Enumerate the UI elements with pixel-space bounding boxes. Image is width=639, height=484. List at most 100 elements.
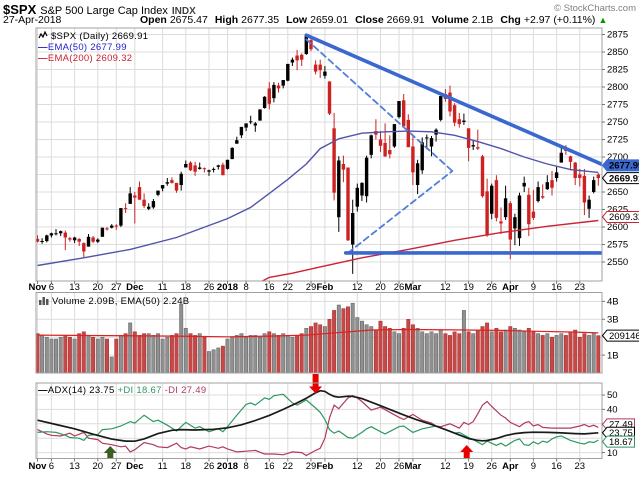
trendline-triangle-lower-dashed xyxy=(347,170,454,254)
svg-text:12: 12 xyxy=(352,282,363,293)
stockcharts-copyright: © StockCharts.com xyxy=(554,3,636,14)
volume-bars xyxy=(36,302,601,373)
svg-text:8: 8 xyxy=(243,282,248,293)
svg-text:2018: 2018 xyxy=(217,282,238,293)
signal-arrow-di-sell-cross xyxy=(460,445,474,459)
svg-text:Dec: Dec xyxy=(126,461,143,472)
svg-text:2018: 2018 xyxy=(217,461,238,472)
svg-text:26: 26 xyxy=(394,282,405,293)
svg-text:Apr: Apr xyxy=(502,461,519,472)
chg-value: +2.97 (+0.11%) xyxy=(523,14,596,26)
svg-text:12: 12 xyxy=(440,461,451,472)
price-legend: $SPX (Daily) 2669.91 xyxy=(38,30,148,42)
chg-label: Chg xyxy=(500,14,521,26)
svg-text:18: 18 xyxy=(181,461,192,472)
candlesticks xyxy=(36,35,600,274)
svg-text:23.75: 23.75 xyxy=(609,428,633,439)
svg-text:27: 27 xyxy=(111,282,122,293)
svg-text:Mar: Mar xyxy=(404,461,421,472)
svg-text:1B: 1B xyxy=(607,350,619,361)
svg-text:20: 20 xyxy=(93,461,104,472)
svg-text:22: 22 xyxy=(283,461,294,472)
histogram-icon xyxy=(39,297,49,305)
svg-text:16: 16 xyxy=(551,461,562,472)
svg-text:23: 23 xyxy=(575,282,586,293)
svg-text:8: 8 xyxy=(243,461,248,472)
svg-text:2875: 2875 xyxy=(607,30,628,41)
svg-text:18: 18 xyxy=(181,282,192,293)
svg-text:11: 11 xyxy=(158,461,168,472)
svg-text:2669.91: 2669.91 xyxy=(609,173,639,184)
svg-text:29: 29 xyxy=(306,461,317,472)
trendline-triangle-upper-dashed xyxy=(305,38,454,172)
svg-text:2677.99: 2677.99 xyxy=(609,161,639,172)
svg-text:6: 6 xyxy=(49,282,54,293)
svg-text:9: 9 xyxy=(531,282,536,293)
svg-text:2825: 2825 xyxy=(607,65,628,76)
ema50-legend: —EMA(50) 2677.99 xyxy=(38,42,127,53)
close-value: 2669.91 xyxy=(386,14,425,26)
volume-legend-label: Volume 2.09B, EMA(50) 2.24B xyxy=(51,296,190,307)
svg-text:40: 40 xyxy=(607,405,618,416)
svg-text:29: 29 xyxy=(306,282,317,293)
svg-text:12: 12 xyxy=(440,282,451,293)
svg-text:Feb: Feb xyxy=(316,461,333,472)
svg-text:50: 50 xyxy=(607,390,618,401)
svg-text:2550: 2550 xyxy=(607,257,628,268)
trendline-descending-resistance xyxy=(304,33,602,167)
svg-text:20: 20 xyxy=(93,282,104,293)
minus-di-legend-label: -DI 27.49 xyxy=(164,385,207,396)
svg-text:20: 20 xyxy=(375,461,386,472)
adx-line-swatch: — xyxy=(38,385,48,396)
ema50-legend-label: EMA(50) 2677.99 xyxy=(47,42,127,53)
high-label: High xyxy=(214,14,239,26)
svg-text:2775: 2775 xyxy=(607,100,628,111)
svg-text:9: 9 xyxy=(531,461,536,472)
low-label: Low xyxy=(286,14,308,26)
ema200-legend-label: EMA(200) 2609.32 xyxy=(47,53,133,64)
svg-text:Feb: Feb xyxy=(316,282,333,293)
up-triangle-icon: ▲ xyxy=(598,15,608,25)
svg-text:26: 26 xyxy=(486,282,497,293)
svg-text:12: 12 xyxy=(352,461,363,472)
signal-arrow-adx-sell-signal xyxy=(309,374,323,394)
svg-text:13: 13 xyxy=(69,282,80,293)
svg-text:Mar: Mar xyxy=(404,282,421,293)
svg-text:6: 6 xyxy=(49,461,54,472)
svg-text:2850: 2850 xyxy=(607,47,628,58)
svg-text:16: 16 xyxy=(551,282,562,293)
svg-text:2625: 2625 xyxy=(607,205,628,216)
svg-text:2575: 2575 xyxy=(607,240,628,251)
svg-text:Apr: Apr xyxy=(502,282,519,293)
svg-text:2725: 2725 xyxy=(607,135,628,146)
svg-text:2600: 2600 xyxy=(607,222,628,233)
adx-legend: —ADX(14) 23.75 +DI 18.67 -DI 27.49 xyxy=(38,385,206,396)
svg-text:16: 16 xyxy=(264,461,275,472)
svg-text:3B: 3B xyxy=(607,315,619,326)
svg-text:Nov: Nov xyxy=(29,282,48,293)
svg-text:11: 11 xyxy=(158,282,168,293)
volume-label: Volume xyxy=(431,14,469,26)
svg-text:2609.32: 2609.32 xyxy=(609,212,639,223)
adx-legend-label: ADX(14) 23.75 xyxy=(47,385,115,396)
high-value: 2677.35 xyxy=(241,14,280,26)
volume-legend: Volume 2.09B, EMA(50) 2.24B xyxy=(38,296,189,307)
chart-header: $SPX S&P 500 Large Cap Index INDX xyxy=(3,1,196,19)
svg-text:19: 19 xyxy=(463,461,474,472)
svg-text:26: 26 xyxy=(486,461,497,472)
svg-text:2650: 2650 xyxy=(607,187,628,198)
svg-text:Nov: Nov xyxy=(29,461,48,472)
svg-text:4B: 4B xyxy=(607,297,619,308)
signal-arrow-di-buy-cross xyxy=(103,446,117,459)
ema200-line-swatch: — xyxy=(38,53,48,64)
close-label: Close xyxy=(355,14,384,26)
svg-text:23: 23 xyxy=(575,461,586,472)
svg-text:26: 26 xyxy=(204,282,215,293)
index-name: S&P 500 Large Cap Index xyxy=(40,5,168,17)
svg-text:26: 26 xyxy=(394,461,405,472)
svg-text:22: 22 xyxy=(283,282,294,293)
exchange-label: INDX xyxy=(171,6,196,17)
svg-text:20: 20 xyxy=(375,282,386,293)
